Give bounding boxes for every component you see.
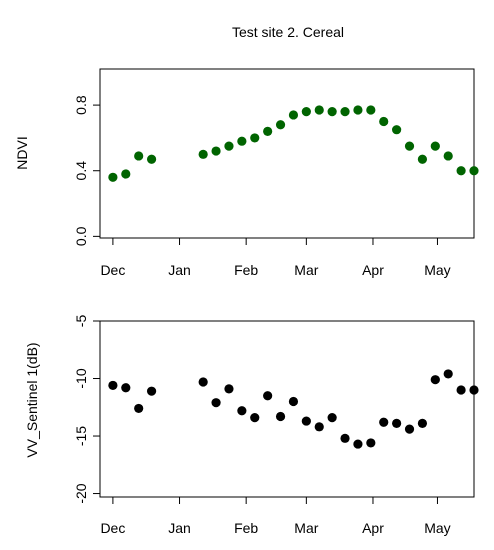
vv-data-point (237, 406, 247, 416)
ndvi-data-point (224, 141, 234, 151)
vv-data-point (456, 385, 466, 395)
ndvi-plot-frame (99, 68, 475, 239)
ndvi-data-point (211, 146, 221, 156)
vv-data-point (108, 380, 118, 391)
ndvi-y-axis-label: NDVI (14, 136, 30, 169)
ndvi-x-tick-label: Apr (362, 262, 384, 278)
ndvi-data-point (108, 172, 118, 182)
ndvi-data-point (121, 169, 131, 179)
vv-data-point (392, 418, 402, 428)
vv-data-point (275, 411, 286, 422)
vv-data-point (404, 424, 415, 434)
ndvi-data-point (198, 149, 208, 159)
vv-x-tick-label: Mar (294, 520, 318, 536)
vv-data-point (263, 391, 273, 401)
ndvi-data-point (417, 154, 428, 164)
ndvi-data-point (456, 166, 466, 176)
ndvi-data-point (443, 151, 453, 161)
ndvi-data-point (353, 105, 363, 115)
vv-data-point (301, 416, 311, 426)
ndvi-x-tick-label: May (424, 262, 450, 278)
ndvi-data-point (146, 154, 157, 164)
ndvi-y-tick-label: 0.8 (73, 95, 89, 115)
ndvi-data-point (404, 141, 415, 151)
vv-plot-frame (99, 320, 475, 498)
ndvi-data-point (327, 107, 337, 117)
ndvi-panel: NDVI Dec Jan Feb Mar Apr May 0.0 0.4 0.8 (14, 68, 479, 278)
vv-data-point (211, 398, 221, 408)
vv-data-point (146, 386, 157, 396)
ndvi-x-tick-label: Mar (294, 262, 318, 278)
vv-x-tick-label: May (424, 520, 450, 536)
ndvi-data-point (469, 166, 479, 176)
ndvi-data-point (430, 141, 440, 151)
vv-data-point (327, 413, 337, 423)
vv-data-point (250, 413, 260, 423)
ndvi-data-point (379, 116, 389, 127)
vv-data-point (430, 375, 440, 385)
ndvi-data-point (250, 133, 260, 143)
vv-data-point (314, 422, 324, 432)
vv-y-tick-label: -15 (73, 426, 89, 446)
ndvi-data-point (134, 151, 144, 161)
vv-y-tick-label: -5 (73, 315, 89, 328)
ndvi-data-point (314, 105, 324, 115)
ndvi-data-point (288, 110, 299, 120)
vv-panel: VV_Sentinel 1(dB) Dec Jan Feb Mar Apr May -20 -… (24, 315, 479, 536)
ndvi-data-point (340, 107, 350, 117)
ndvi-data-point (301, 107, 311, 117)
ndvi-data-point (237, 136, 247, 146)
vv-data-point (134, 403, 144, 414)
ndvi-x-tick-label: Jan (168, 262, 191, 278)
ndvi-data-point (392, 125, 402, 135)
vv-x-tick-label: Dec (100, 520, 125, 536)
ndvi-data-point (263, 126, 273, 136)
vv-data-point (443, 369, 453, 379)
ndvi-y-tick-label: 0.4 (73, 161, 89, 181)
vv-y-tick-label: -10 (73, 368, 89, 388)
vv-data-point (417, 418, 428, 428)
ndvi-x-tick-label: Dec (100, 262, 125, 278)
vv-x-tick-label: Feb (234, 520, 258, 536)
vv-x-tick-label: Apr (362, 520, 384, 536)
ndvi-y-tick-label: 0.0 (73, 226, 89, 246)
vv-data-point (288, 396, 299, 407)
vv-data-point (340, 433, 350, 443)
vv-y-tick-label: -20 (73, 483, 89, 503)
ndvi-data-point (366, 105, 376, 115)
vv-data-point (198, 377, 208, 387)
vv-data-point (379, 417, 389, 427)
vv-data-point (121, 383, 131, 393)
chart-title: Test site 2. Cereal (232, 24, 344, 40)
vv-x-tick-label: Jan (168, 520, 191, 536)
vv-data-point (469, 385, 479, 395)
vv-data-point (224, 384, 234, 394)
ndvi-data-point (275, 120, 286, 130)
vv-y-axis-label: VV_Sentinel 1(dB) (24, 342, 40, 457)
vv-data-point (366, 438, 376, 448)
ndvi-x-tick-label: Feb (234, 262, 258, 278)
vv-data-point (353, 439, 363, 449)
